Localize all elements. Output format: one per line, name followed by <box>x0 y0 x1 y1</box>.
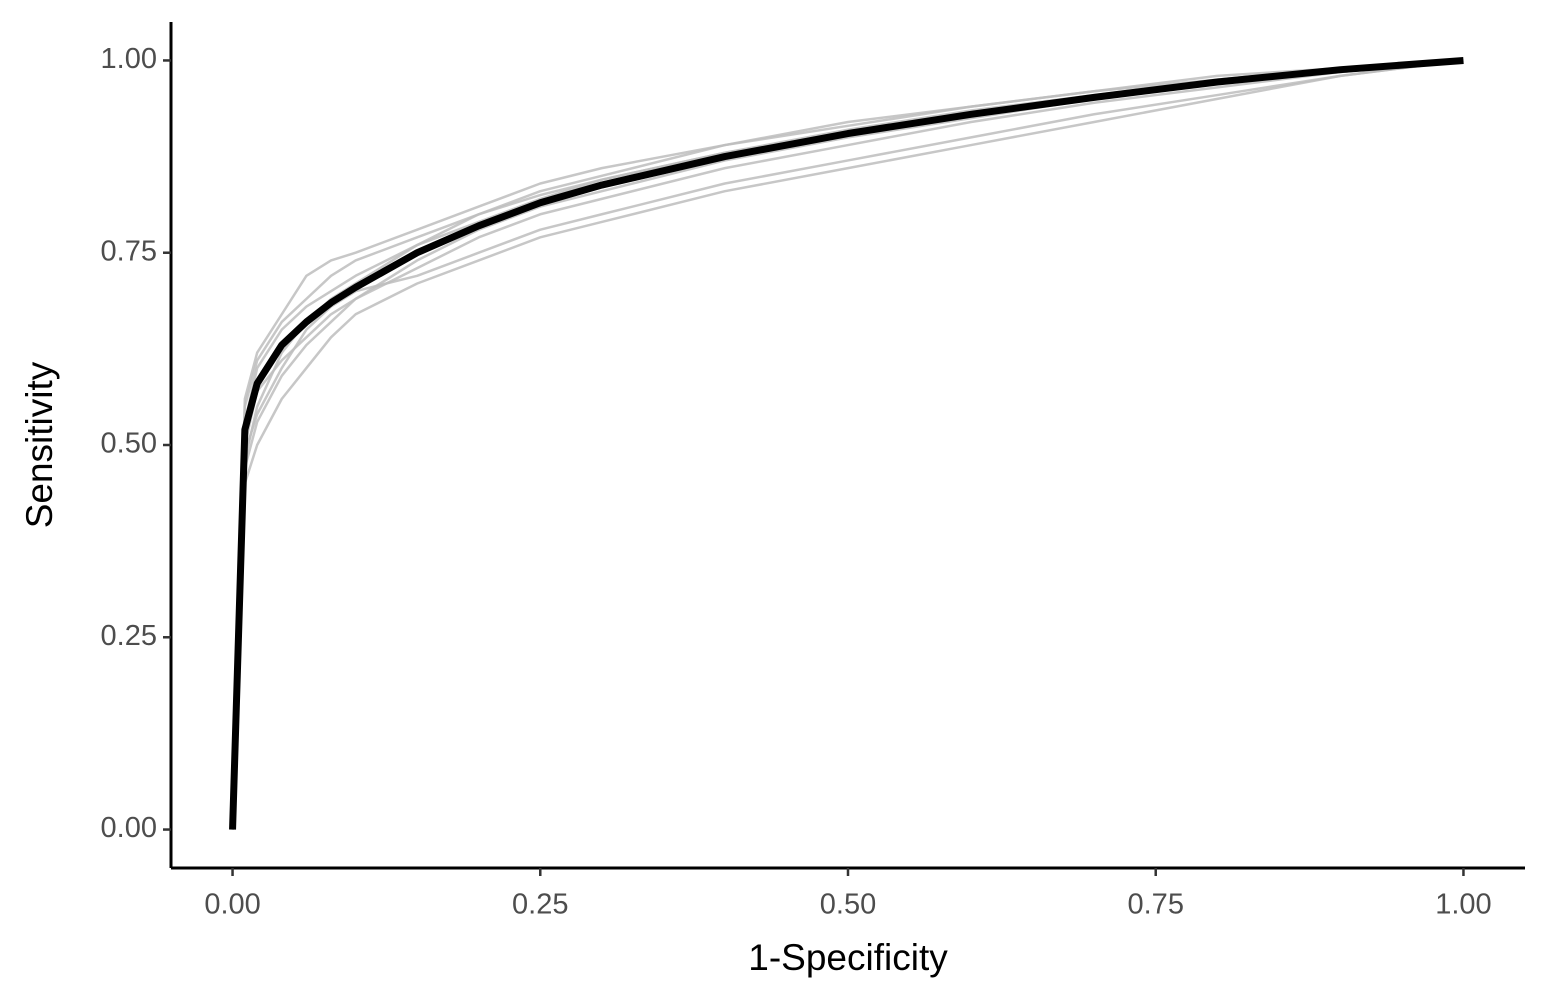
roc-curve <box>231 59 1464 830</box>
roc-curve <box>231 59 1464 830</box>
roc-curve <box>231 59 1464 830</box>
x-tick-label: 0.50 <box>820 889 876 921</box>
roc-curve <box>231 59 1464 830</box>
x-tick-label: 0.75 <box>1128 889 1184 921</box>
x-axis-title: 1-Specificity <box>748 937 948 978</box>
y-tick-label: 1.00 <box>101 43 157 75</box>
y-tick-label: 0.75 <box>101 235 157 267</box>
roc-curve <box>231 59 1464 830</box>
roc-curve <box>231 59 1464 830</box>
roc-curve <box>231 59 1464 830</box>
y-tick-label: 0.00 <box>101 812 157 844</box>
x-tick-label: 0.00 <box>204 889 260 921</box>
mean-curve <box>229 56 1464 830</box>
y-tick-label: 0.25 <box>101 620 157 652</box>
roc-curve <box>231 59 1464 830</box>
y-tick-label: 0.50 <box>101 428 157 460</box>
x-tick-label: 0.25 <box>512 889 568 921</box>
y-axis-title: Sensitivity <box>19 361 60 528</box>
x-tick-label: 1.00 <box>1435 889 1491 921</box>
